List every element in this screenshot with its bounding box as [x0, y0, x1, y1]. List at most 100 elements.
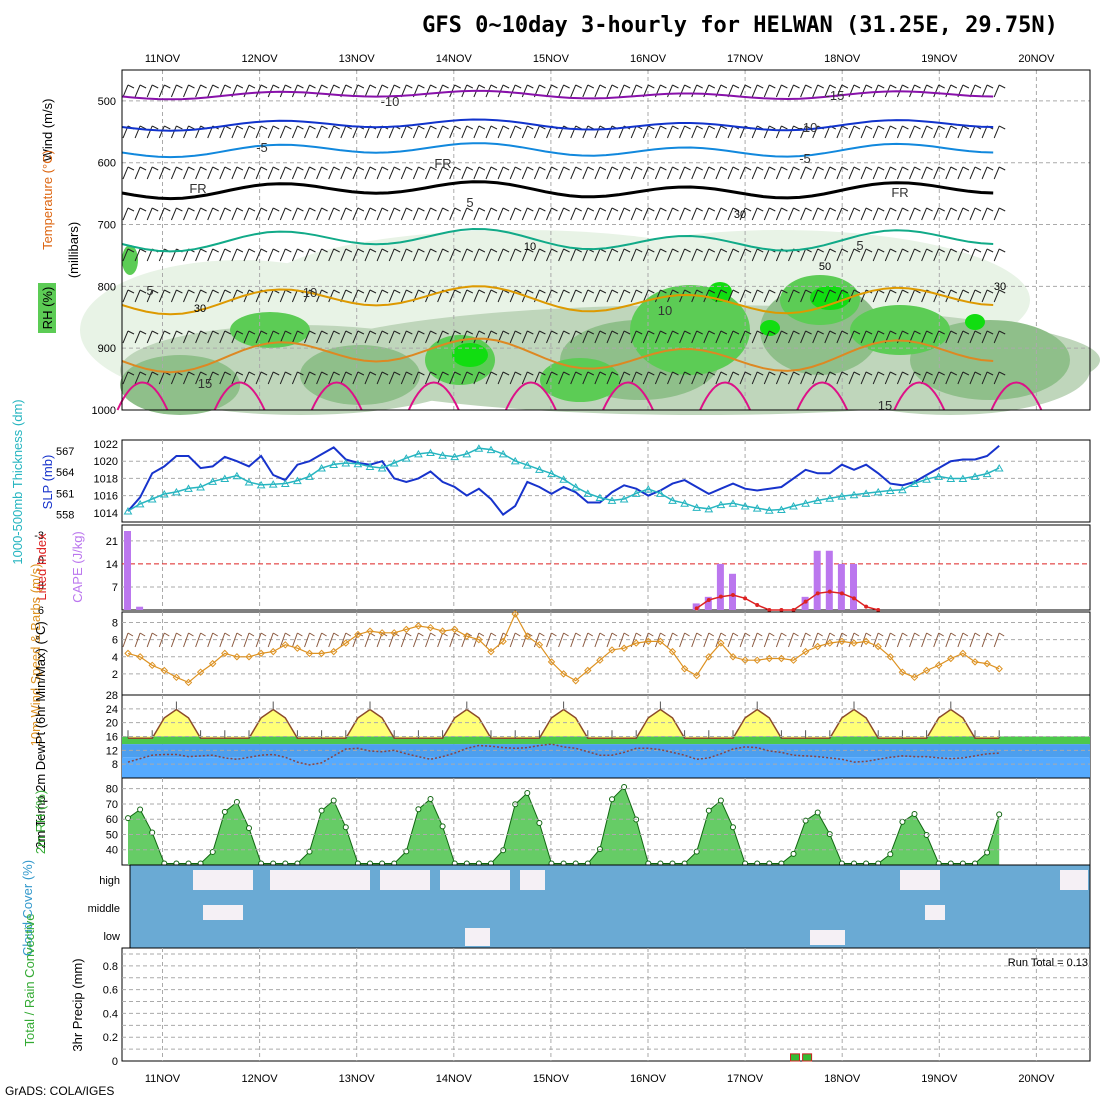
- upper-wind-barb: [667, 166, 679, 180]
- upper-wind-barb: [461, 289, 474, 303]
- thickness-marker: [825, 494, 835, 502]
- upper-wind-barb: [969, 289, 982, 303]
- surface-wind-barb: [546, 632, 557, 648]
- thickness-marker: [147, 494, 157, 503]
- upper-wind-barb: [279, 125, 292, 139]
- upper-wind-barb: [848, 371, 861, 385]
- upper-wind-barb: [909, 289, 921, 303]
- upper-wind-barb: [751, 84, 764, 98]
- upper-wind-barb: [267, 330, 280, 344]
- cape-bar: [813, 550, 821, 610]
- upper-wind-barb: [122, 166, 135, 180]
- thickness-marker: [268, 480, 278, 488]
- upper-wind-barb: [763, 371, 776, 385]
- upper-wind-barb: [521, 125, 534, 139]
- upper-wind-barb: [957, 125, 970, 139]
- rh-marker: [911, 810, 918, 817]
- upper-wind-barb: [909, 207, 921, 221]
- upper-wind-barb: [824, 248, 837, 262]
- rh-marker: [415, 806, 422, 813]
- isotherm-20: [310, 381, 363, 411]
- upper-wind-barb: [146, 166, 159, 180]
- upper-wind-barb: [485, 330, 498, 344]
- upper-wind-barb: [328, 166, 340, 180]
- upper-wind-barb: [183, 166, 195, 180]
- isotherm-20: [796, 381, 849, 411]
- thickness-marker: [184, 484, 193, 492]
- upper-wind-barb: [449, 289, 461, 303]
- upper-wind-barb: [969, 248, 982, 262]
- upper-wind-barb: [316, 84, 328, 98]
- thickness-tick: 558: [56, 509, 74, 521]
- thickness-marker: [583, 489, 593, 497]
- upper-wind-barb: [618, 289, 631, 303]
- upper-wind-barb: [836, 166, 849, 180]
- upper-wind-barb: [170, 166, 183, 180]
- upper-wind-barb: [437, 166, 449, 180]
- wind-speed-marker: [910, 673, 919, 682]
- isotherm-5: [121, 227, 994, 253]
- thickness-marker: [680, 499, 689, 507]
- upper-wind-barb: [763, 166, 776, 180]
- upper-wind-barb: [243, 207, 256, 221]
- wind-axis-label: 10m Wind Speed & Barbs (m/s): [28, 564, 43, 747]
- upper-wind-barb: [739, 289, 752, 303]
- surface-wind-barb: [533, 632, 545, 648]
- temp-tick: 28: [106, 690, 118, 702]
- date-label-bottom: 15NOV: [533, 1073, 570, 1085]
- wind-speed-marker: [269, 647, 277, 656]
- upper-wind-barb: [267, 84, 280, 98]
- upper-wind-barb: [425, 207, 437, 221]
- cloud-patch: [203, 905, 243, 920]
- upper-wind-barb: [921, 207, 933, 221]
- upper-wind-barb: [219, 330, 232, 344]
- upper-wind-barb: [812, 84, 824, 98]
- upper-wind-barb: [800, 330, 812, 344]
- rh-marker: [500, 847, 507, 854]
- upper-wind-barb: [533, 330, 546, 344]
- thickness-marker: [958, 474, 968, 483]
- lifted-index-marker: [718, 594, 723, 599]
- upper-wind-barb: [279, 207, 292, 221]
- lifted-index-marker: [706, 598, 711, 602]
- upper-wind-barb: [146, 371, 159, 385]
- upper-wind-barb: [376, 371, 389, 385]
- upper-wind-barb: [570, 166, 582, 180]
- isotherm-20: [893, 381, 946, 411]
- thickness-marker: [571, 482, 581, 491]
- upper-wind-barb: [304, 330, 316, 344]
- upper-wind-barb: [195, 248, 207, 262]
- upper-wind-barb: [945, 289, 958, 303]
- wind-speed-marker: [596, 656, 604, 664]
- upper-wind-barb: [509, 330, 522, 344]
- upper-wind-barb: [231, 330, 244, 344]
- rh-marker: [609, 796, 615, 803]
- upper-wind-barb: [521, 248, 534, 262]
- upper-wind-barb: [352, 207, 365, 221]
- rh-marker: [342, 824, 349, 831]
- surface-wind-barb: [715, 632, 727, 648]
- isotherm-label: 5: [146, 283, 153, 298]
- surface-wind-barb: [316, 632, 327, 648]
- upper-wind-barb: [957, 371, 970, 385]
- upper-wind-barb: [546, 207, 558, 221]
- thickness-marker: [498, 449, 508, 458]
- upper-wind-barb: [134, 166, 147, 180]
- upper-wind-barb: [933, 248, 945, 262]
- cape-bar: [704, 596, 712, 610]
- cloud-patch: [465, 928, 490, 946]
- upper-wind-barb: [775, 166, 788, 180]
- upper-wind-barb: [425, 330, 437, 344]
- upper-wind-barb: [267, 125, 280, 139]
- surface-wind-barb: [570, 632, 581, 648]
- upper-wind-barb: [146, 125, 159, 139]
- upper-wind-barb: [945, 330, 958, 344]
- li-tick: -3: [34, 530, 44, 542]
- upper-wind-barb: [485, 207, 498, 221]
- upper-wind-barb: [533, 371, 546, 385]
- cloud-patch: [193, 870, 253, 890]
- upper-wind-barb: [388, 289, 401, 303]
- upper-wind-barb: [824, 166, 837, 180]
- upper-wind-barb: [400, 330, 413, 344]
- upper-wind-barb: [558, 84, 570, 98]
